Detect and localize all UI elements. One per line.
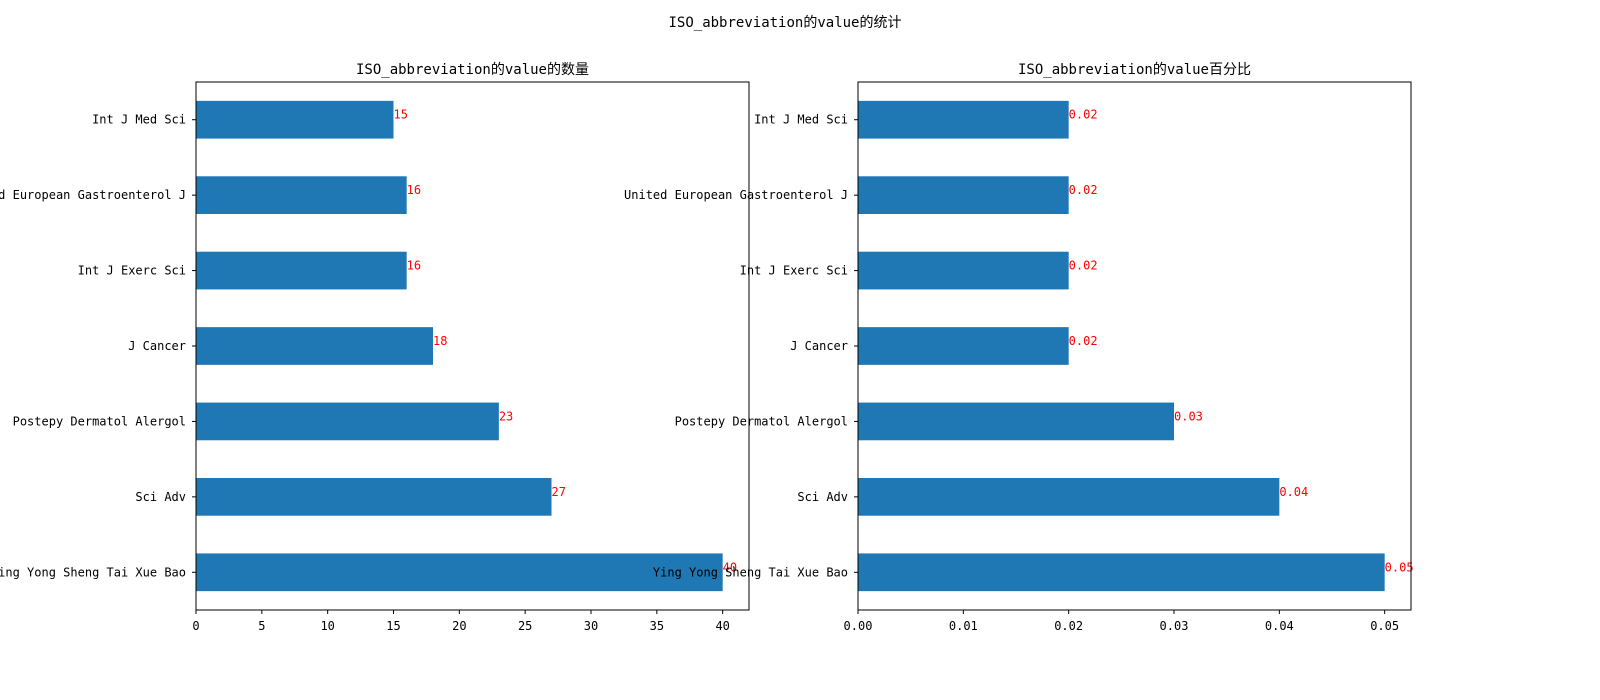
count-y-tick-label: Int J Med Sci	[92, 113, 186, 127]
pct-axes-frame	[857, 81, 1412, 611]
pct-data-label: 0.03	[1174, 409, 1203, 423]
count-bar	[196, 176, 407, 214]
count-bar	[196, 251, 407, 290]
count-x-tick-label: 35	[650, 619, 664, 633]
count-y-tick-label: United European Gastroenterol J	[0, 188, 186, 202]
count-data-label: 27	[552, 485, 566, 499]
count-axes-frame	[195, 81, 750, 611]
pct-bar	[858, 327, 1069, 365]
pct-x-tick-label: 0.05	[1370, 619, 1399, 633]
count-x-tick-label: 40	[715, 619, 729, 633]
count-y-tick-label: J Cancer	[128, 339, 186, 353]
count-bar	[196, 402, 499, 441]
pct-y-tick-label: Ying Yong Sheng Tai Xue Bao	[653, 565, 848, 579]
count-bar-chart: ISO_abbreviation的value的数量 40 Ying Yong She…	[0, 62, 750, 633]
count-x-tick-label: 10	[320, 619, 334, 633]
count-data-label: 16	[407, 259, 421, 273]
pct-bar	[858, 553, 1385, 592]
count-bar	[196, 100, 394, 139]
count-bar	[196, 327, 433, 365]
count-x-tick-label: 20	[452, 619, 466, 633]
count-y-tick-label: Sci Adv	[135, 490, 186, 504]
count-bar	[196, 553, 723, 592]
percentage-bar-chart: ISO_abbreviation的value百分比 0.05 Ying Yong S…	[624, 62, 1414, 633]
count-y-tick-label: Postepy Dermatol Alergol	[13, 414, 186, 428]
count-data-label: 16	[407, 183, 421, 197]
count-bar	[196, 478, 552, 516]
pct-y-tick-label: J Cancer	[790, 339, 848, 353]
pct-data-label: 0.02	[1069, 108, 1098, 122]
pct-y-tick-label: Postepy Dermatol Alergol	[675, 414, 848, 428]
figure-suptitle: ISO_abbreviation的value的统计	[668, 15, 901, 31]
pct-chart-title: ISO_abbreviation的value百分比	[1018, 62, 1251, 78]
pct-y-tick-label: Sci Adv	[797, 490, 848, 504]
pct-y-tick-label: Int J Exerc Sci	[740, 264, 848, 278]
pct-data-label: 0.02	[1069, 183, 1098, 197]
pct-x-tick-label: 0.01	[949, 619, 978, 633]
pct-bar	[858, 251, 1069, 290]
count-x-tick-label: 30	[584, 619, 598, 633]
count-data-label: 15	[394, 108, 408, 122]
pct-data-label: 0.04	[1279, 485, 1308, 499]
pct-bar	[858, 402, 1174, 441]
pct-data-label: 0.02	[1069, 334, 1098, 348]
pct-y-tick-label: United European Gastroenterol J	[624, 188, 848, 202]
count-data-label: 18	[433, 334, 447, 348]
pct-bar	[858, 100, 1069, 139]
count-data-label: 40	[723, 560, 737, 574]
pct-x-tick-label: 0.00	[844, 619, 873, 633]
count-x-tick-label: 5	[258, 619, 265, 633]
count-y-tick-label: Ying Yong Sheng Tai Xue Bao	[0, 565, 186, 579]
pct-x-tick-label: 0.04	[1265, 619, 1294, 633]
count-x-tick-label: 0	[192, 619, 199, 633]
pct-x-tick-label: 0.02	[1054, 619, 1083, 633]
pct-y-tick-label: Int J Med Sci	[754, 113, 848, 127]
count-x-tick-label: 25	[518, 619, 532, 633]
pct-data-label: 0.02	[1069, 259, 1098, 273]
pct-data-label: 0.05	[1385, 560, 1414, 574]
pct-x-tick-label: 0.03	[1160, 619, 1189, 633]
count-x-tick-label: 15	[386, 619, 400, 633]
pct-bar	[858, 176, 1069, 214]
count-chart-title: ISO_abbreviation的value的数量	[356, 62, 589, 78]
count-y-tick-label: Int J Exerc Sci	[78, 264, 186, 278]
pct-bar	[858, 478, 1280, 516]
count-data-label: 23	[499, 409, 513, 423]
